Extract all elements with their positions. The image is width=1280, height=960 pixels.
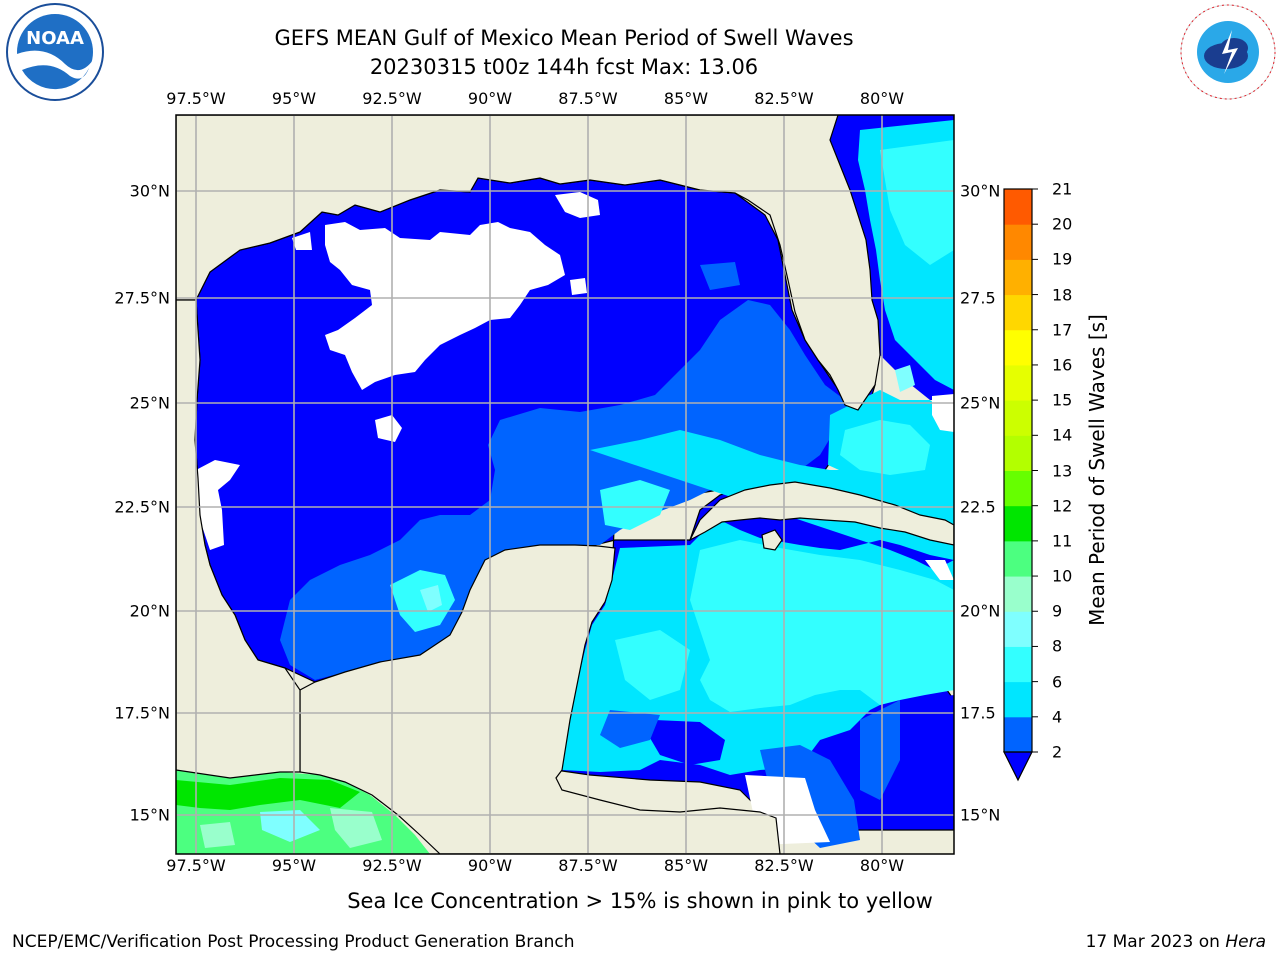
colorbar-tick-label: 15: [1052, 390, 1073, 410]
longitude-bottom-label: 85°W: [663, 856, 709, 875]
colorbar-tick-label: 12: [1052, 496, 1073, 516]
colorbar-tick-label: 18: [1052, 285, 1073, 305]
longitude-top-label: 95°W: [271, 89, 317, 108]
host-name: Hera: [1225, 932, 1266, 952]
map-frame: [175, 114, 955, 855]
colorbar-tick-label: 8: [1052, 636, 1063, 656]
colorbar-tick-label: 4: [1052, 707, 1063, 727]
longitude-bottom-label: 95°W: [271, 856, 317, 875]
caribbean-6to8-field: [690, 540, 954, 712]
longitude-bottom-label: 80°W: [859, 856, 905, 875]
longitude-top-label: 92.5°W: [362, 89, 422, 108]
colorbar-segment: [1004, 681, 1032, 718]
longitude-top-label: 82.5°W: [754, 89, 814, 108]
colorbar-segment: [1004, 224, 1032, 260]
longitude-top-label: 80°W: [859, 89, 905, 108]
longitude-top-label: 97.5°W: [166, 89, 226, 108]
cuba-land: [688, 481, 954, 546]
colorbar-segment: [1004, 435, 1032, 471]
latitude-right-label: 30°N: [960, 181, 1001, 201]
colorbar-label: Mean Period of Swell Waves [s]: [1085, 314, 1109, 626]
latitude-left-label: 20°N: [129, 601, 170, 621]
colorbar-segment: [1004, 646, 1032, 683]
colorbar-tick-label: 17: [1052, 320, 1073, 340]
chart-title: GEFS MEAN Gulf of Mexico Mean Period of …: [274, 26, 854, 50]
colorbar-segment: [1004, 576, 1032, 612]
colorbar-segment: [1004, 364, 1032, 401]
latitude-right-label: 15°N: [960, 805, 1001, 825]
latitude-right-label: 22.5: [960, 497, 996, 517]
colorbar-extend-triangle: [1003, 751, 1033, 782]
colorbar-segment: [1004, 400, 1032, 436]
latitude-right-label: 27.5: [960, 288, 996, 308]
isle-of-youth: [761, 529, 783, 551]
colorbar-segment: [1004, 470, 1032, 507]
colorbar-tick-label: 9: [1052, 601, 1063, 621]
latitude-right-label: 17.5: [960, 703, 996, 723]
mexico-land: [176, 299, 301, 779]
colorbar-tick-label: 13: [1052, 461, 1073, 480]
latitude-left-label: 15°N: [129, 805, 170, 825]
longitude-bottom-label: 97.5°W: [166, 856, 226, 875]
colorbar-tick-label: 10: [1052, 566, 1073, 586]
colorbar-segment: [1004, 540, 1032, 577]
colorbar-tick-label: 2: [1052, 742, 1063, 762]
chart-subtitle: 20230315 t00z 144h fcst Max: 13.06: [369, 55, 759, 79]
colorbar-tick-label: 6: [1052, 672, 1063, 692]
colorbar-tick-label: 14: [1052, 425, 1073, 445]
colorbar-segment: [1004, 294, 1032, 331]
longitude-bottom-label: 92.5°W: [362, 856, 422, 875]
longitude-top-label: 85°W: [663, 89, 709, 108]
colorbar-tick-label: 11: [1052, 531, 1073, 551]
longitude-bottom-label: 82.5°W: [754, 856, 814, 875]
colorbar-tick-label: 19: [1052, 249, 1073, 269]
yucatan-land: [299, 544, 781, 854]
colorbar-segment: [1004, 189, 1032, 225]
longitude-bottom-label: 90°W: [467, 856, 513, 875]
credit-text: NCEP/EMC/Verification Post Processing Pr…: [12, 932, 575, 952]
latitude-left-label: 17.5°N: [114, 703, 170, 723]
latitude-right-label: 20°N: [960, 601, 1001, 621]
colorbar-tick-label: 16: [1052, 355, 1073, 375]
longitude-top-label: 87.5°W: [558, 89, 618, 108]
longitude-top-label: 90°W: [467, 89, 513, 108]
latitude-left-label: 22.5°N: [114, 497, 170, 517]
colorbar-tick-label: 20: [1052, 214, 1073, 234]
colorbar: [1003, 188, 1038, 782]
latitude-right-label: 25°N: [960, 393, 1001, 413]
latitude-left-label: 27.5°N: [114, 288, 170, 308]
latitude-left-label: 30°N: [129, 181, 170, 201]
graticule: [176, 115, 954, 854]
colorbar-tick-label: 21: [1052, 179, 1073, 199]
run-date-text: 17 Mar 2023 on: [1085, 932, 1226, 952]
longitude-bottom-label: 87.5°W: [558, 856, 618, 875]
sea-ice-note: Sea Ice Concentration > 15% is shown in …: [347, 889, 933, 913]
run-date: 17 Mar 2023 on Hera: [1086, 932, 1266, 952]
latitude-left-label: 25°N: [129, 393, 170, 413]
no-data-area: [325, 222, 565, 390]
florida-land: [176, 115, 881, 411]
colorbar-segment: [1004, 259, 1032, 296]
colorbar-segment: [1004, 329, 1032, 366]
colorbar-segment: [1004, 611, 1032, 647]
colorbar-segment: [1004, 505, 1032, 542]
colorbar-segment: [1004, 716, 1032, 753]
